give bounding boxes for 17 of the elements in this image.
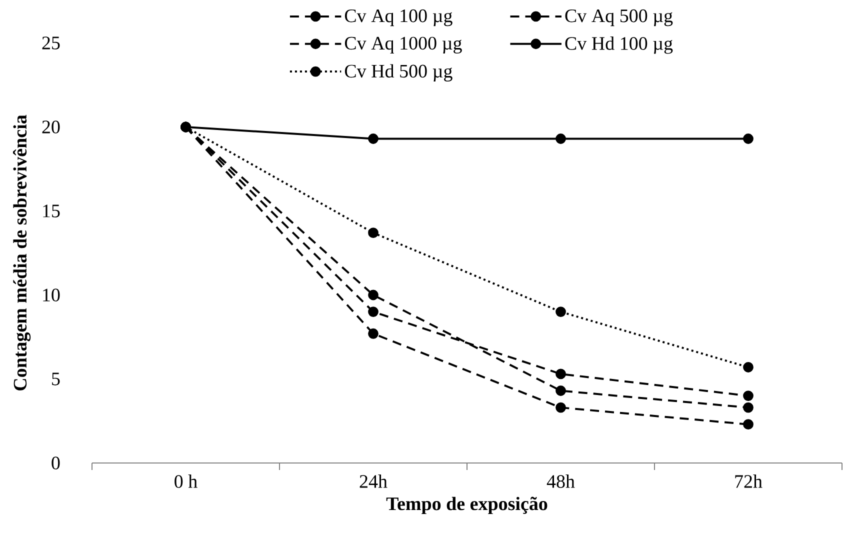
legend-label: Cv Aq 1000 µg [344,36,462,54]
x-tick-label: 24h [360,474,388,488]
x-tick-label: 0 h [174,474,198,488]
y-tick-label: 10 [43,288,60,302]
x-tick-label: 72h [735,474,762,488]
legend-label: Cv Hd 100 µg [565,36,673,54]
legend-label: Cv Aq 500 µg [565,9,673,26]
x-axis-title: Tempo de exposição [386,496,548,514]
legend-label: Cv Aq 100 µg [344,9,452,26]
y-tick-label: 15 [43,204,60,218]
legend-label: Cv Hd 500 µg [344,64,452,82]
y-tick-label: 25 [42,36,60,50]
y-tick-label: 0 [52,456,60,470]
y-axis-title: Contagem média de sobrevivência [13,114,31,390]
y-tick-label: 5 [52,372,60,386]
x-tick-label: 48h [546,474,575,488]
y-tick-label: 20 [42,120,60,134]
